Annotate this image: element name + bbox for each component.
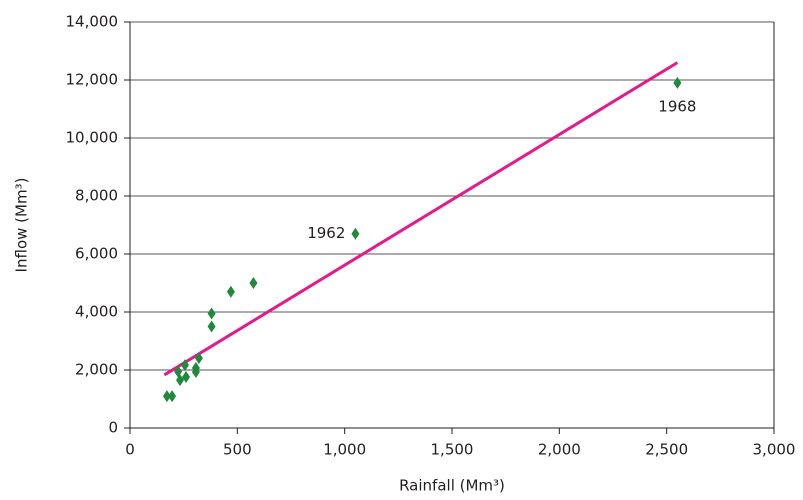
x-tick-label: 2,000 (538, 441, 581, 459)
data-point (351, 227, 360, 240)
x-tick-label: 1,500 (431, 441, 474, 459)
data-point (207, 307, 216, 320)
data-point (191, 366, 200, 379)
data-point (176, 374, 185, 387)
data-point (207, 320, 216, 333)
annotation: 1962 (307, 224, 345, 242)
data-point (226, 285, 235, 298)
data-point (168, 390, 177, 403)
data-point (673, 76, 682, 89)
annotation: 1968 (658, 97, 696, 115)
y-tick-label: 10,000 (66, 129, 119, 147)
data-point (180, 359, 189, 372)
y-tick-label: 0 (108, 419, 118, 437)
data-point (194, 352, 203, 365)
y-tick-label: 2,000 (75, 361, 118, 379)
x-tick-label: 3,000 (753, 441, 796, 459)
x-tick-label: 0 (125, 441, 135, 459)
y-tick-label: 4,000 (75, 303, 118, 321)
x-tick-label: 1,000 (323, 441, 366, 459)
y-tick-label: 12,000 (66, 71, 119, 89)
data-point (182, 370, 191, 383)
x-tick-label: 500 (223, 441, 252, 459)
x-tick-label: 2,500 (645, 441, 688, 459)
data-point (162, 390, 171, 403)
y-tick-label: 6,000 (75, 245, 118, 263)
y-tick-label: 14,000 (66, 13, 119, 31)
y-axis-label: Inflow (Mm³) (13, 178, 31, 273)
y-tick-label: 8,000 (75, 187, 118, 205)
data-point (249, 277, 258, 289)
x-axis-label: Rainfall (Mm³) (399, 477, 505, 495)
trend-line (163, 61, 679, 377)
